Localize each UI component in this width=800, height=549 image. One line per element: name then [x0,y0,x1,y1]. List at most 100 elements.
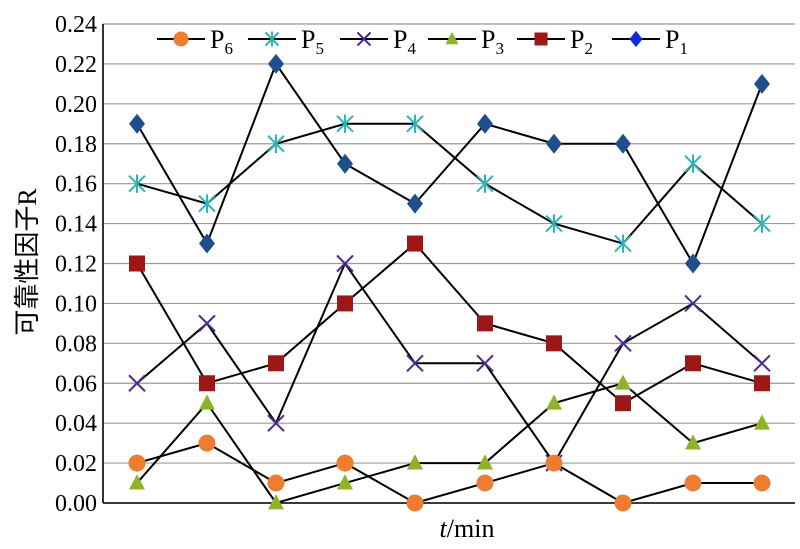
y-tick-label: 0.14 [55,212,97,238]
legend-marker-P4 [356,31,372,47]
data-point-P5 [545,214,563,233]
series-line-P1 [136,61,763,266]
data-point-P6 [267,474,285,492]
series-markers-P2 [129,235,770,412]
data-point-P1 [754,73,770,94]
data-point-P2 [685,355,701,372]
x-axis-label-unit: /min [447,514,495,543]
data-point-P2 [546,335,562,352]
y-tick-label: 0.02 [55,451,97,477]
series-line-P5 [136,122,763,245]
data-point-P5 [198,194,216,213]
data-point-P4 [128,374,146,392]
data-point-P3 [546,394,562,410]
series-P1 [136,61,763,266]
data-point-P2 [129,255,145,272]
legend-label-P1: P1 [665,25,688,58]
series-group [128,53,771,512]
data-point-P2 [199,375,215,392]
y-tick-label: 0.16 [55,172,97,198]
data-point-P4 [267,414,285,432]
data-point-P2 [754,375,770,392]
data-point-P1 [337,153,353,174]
legend-label-sub: 6 [224,39,233,58]
data-point-P6 [128,454,146,472]
legend-label-sub: 3 [495,39,504,58]
data-point-P5 [684,154,702,173]
series-line-P2 [136,242,763,405]
data-point-P6 [336,454,354,472]
series-P2 [136,242,763,405]
data-point-P4 [336,254,354,273]
data-point-P5 [476,174,494,193]
y-tick-label: 0.08 [55,331,97,357]
data-point-P6 [614,494,632,512]
data-point-P2 [615,395,631,412]
data-point-P3 [129,474,145,490]
data-point-P5 [614,234,632,253]
series-P6 [136,442,762,505]
data-point-P1 [546,133,562,154]
series-markers-P1 [129,53,770,274]
legend-item-P4: P4 [340,25,416,58]
series-markers-P5 [128,114,771,253]
y-tick-label: 0.12 [55,252,97,278]
series-markers-P6 [128,434,771,512]
legend-marker-P2 [534,32,548,46]
legend-label-P6: P6 [210,25,233,58]
data-point-P5 [336,114,354,133]
data-point-P6 [545,454,563,472]
series-P5 [136,122,763,245]
legend-marker-P6 [173,31,189,47]
data-point-P3 [754,414,770,430]
data-point-P5 [753,214,771,233]
data-point-P1 [615,133,631,154]
legend-item-P1: P1 [612,25,688,58]
legend-item-P3: P3 [428,25,504,58]
data-point-P3 [199,394,215,410]
data-point-P3 [685,434,701,450]
y-tick-label: 0.00 [55,491,97,517]
legend-label-letter: P [393,25,407,54]
legend-label-letter: P [570,25,584,54]
legend-item-P6: P6 [157,25,233,58]
legend-label-P4: P4 [393,25,416,58]
legend-label-sub: 5 [315,39,324,58]
data-point-P2 [337,295,353,312]
series-markers-P3 [129,374,770,510]
legend-item-P5: P5 [248,25,324,58]
data-point-P3 [477,454,493,470]
data-point-P4 [614,334,632,353]
legend-label-P2: P2 [570,25,593,58]
data-point-P6 [753,474,771,492]
data-point-P3 [615,374,631,390]
grid-lines [103,23,795,504]
y-tick-labels: 0.00 0.02 0.04 0.06 0.08 0.10 0.12 0.14 0.16 0.18… [55,12,97,517]
data-point-P1 [477,113,493,134]
data-point-P6 [406,494,424,512]
data-point-P6 [476,474,494,492]
legend-label-sub: 1 [679,39,688,58]
data-point-P1 [407,193,423,214]
data-point-P1 [268,53,284,74]
y-tick-label: 0.10 [55,291,97,317]
series-line-P6 [136,442,762,505]
legend-label-sub: 4 [407,39,416,58]
data-point-P1 [199,233,215,254]
axes [102,24,795,504]
data-point-P2 [477,315,493,332]
y-tick-label: 0.22 [55,52,97,78]
data-point-P3 [337,474,353,490]
data-point-P4 [684,294,702,313]
legend-marker-P1 [629,30,643,48]
x-axis-label: t/min [440,514,495,543]
legend-label-P3: P3 [481,25,504,58]
x-axis-label-var: t [440,514,448,543]
legend-label-letter: P [301,25,315,54]
y-tick-label: 0.20 [55,92,97,118]
legend-marker-P5 [264,31,280,47]
legend: P6 P5 P4 P3 P2 P1 [157,25,688,58]
data-point-P4 [406,354,424,372]
legend-label-letter: P [481,25,495,54]
legend-label-letter: P [210,25,224,54]
